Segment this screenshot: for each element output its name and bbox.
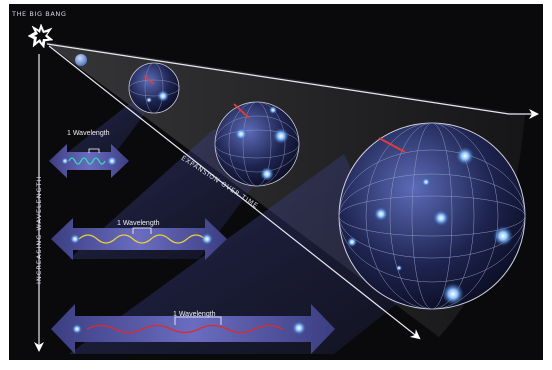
wave-3 — [86, 324, 284, 334]
early-universe-sphere — [75, 54, 87, 66]
expansion-over-time-arrow — [48, 45, 421, 340]
upper-boundary-line — [46, 43, 510, 115]
wavelength-label-3: 1 Wavelength — [173, 311, 216, 318]
wave-1 — [68, 157, 106, 165]
universe-sphere-large — [338, 122, 526, 310]
diagram-title: THE BIG BANG — [12, 10, 67, 18]
wavelength-label-1: 1 Wavelength — [67, 130, 110, 137]
light-beam-1 — [53, 92, 161, 164]
expansion-diagram — [27, 23, 539, 354]
universe-sphere-small — [128, 62, 180, 114]
illustration-frame: THE BIG BANG INCREASING WAVELENGTH EXPAN… — [9, 4, 543, 360]
wavelength-axis-label: INCREASING WAVELENGTH — [35, 175, 43, 284]
wavelength-arrow-1 — [49, 144, 129, 178]
universe-sphere-medium — [214, 101, 300, 187]
wavelength-arrow-3 — [51, 304, 335, 354]
wavelength-label-2: 1 Wavelength — [117, 220, 160, 227]
wave-2 — [78, 234, 206, 244]
light-beam-3 — [69, 154, 409, 354]
wavelength-arrow-2 — [51, 218, 227, 260]
big-bang-icon — [27, 23, 54, 49]
